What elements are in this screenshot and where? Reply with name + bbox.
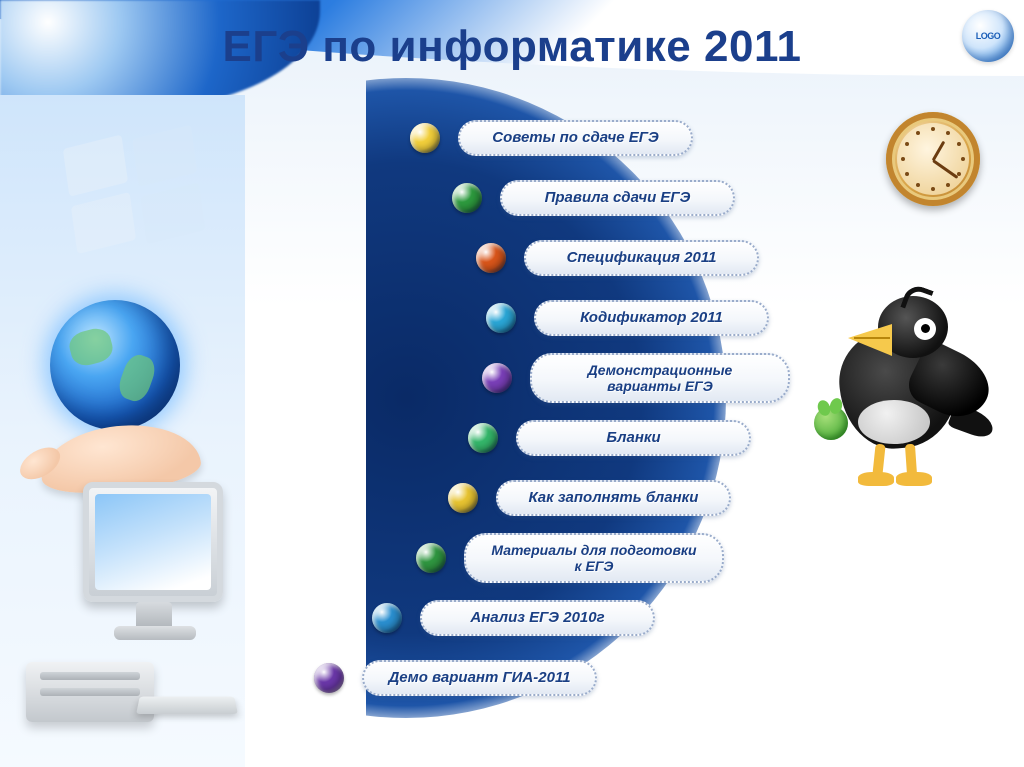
bullet-icon [452, 183, 482, 213]
menu-link-spec[interactable]: Спецификация 2011 [524, 240, 759, 275]
bullet-icon [314, 663, 344, 693]
menu-item-9: Анализ ЕГЭ 2010г [300, 588, 700, 648]
crow-mascot-icon [784, 290, 994, 490]
menu-link-demo-variants[interactable]: Демонстрационные варианты ЕГЭ [530, 353, 790, 403]
menu-item-7: Как заполнять бланки [300, 468, 700, 528]
bullet-icon [482, 363, 512, 393]
menu-link-gia-demo[interactable]: Демо вариант ГИА-2011 [362, 660, 597, 695]
clock-icon [886, 112, 980, 206]
page-title: ЕГЭ по информатике 2011 [0, 22, 1024, 72]
bullet-icon [486, 303, 516, 333]
clock-hour-hand [932, 141, 946, 162]
desktop-pc-icon [18, 482, 233, 722]
globe-in-hand-icon [10, 300, 220, 490]
menu-link-materials[interactable]: Материалы для подготовки к ЕГЭ [464, 533, 724, 583]
bullet-icon [468, 423, 498, 453]
menu-item-8: Материалы для подготовки к ЕГЭ [300, 528, 700, 588]
menu-link-fill-forms[interactable]: Как заполнять бланки [496, 480, 731, 515]
menu-link-rules[interactable]: Правила сдачи ЕГЭ [500, 180, 735, 215]
menu-item-1: Советы по сдаче ЕГЭ [300, 108, 700, 168]
bullet-icon [448, 483, 478, 513]
menu-item-4: Кодификатор 2011 [300, 288, 700, 348]
windows-flag-icon [62, 125, 227, 265]
menu-link-codifier[interactable]: Кодификатор 2011 [534, 300, 769, 335]
menu-link-forms[interactable]: Бланки [516, 420, 751, 455]
menu-link-tips[interactable]: Советы по сдаче ЕГЭ [458, 120, 693, 155]
menu-item-10: Демо вариант ГИА-2011 [300, 648, 700, 708]
bullet-icon [416, 543, 446, 573]
clock-face [897, 123, 969, 195]
bullet-icon [410, 123, 440, 153]
sidebar-illustration-panel [0, 95, 245, 767]
menu-item-3: Спецификация 2011 [300, 228, 700, 288]
bullet-icon [372, 603, 402, 633]
menu-item-2: Правила сдачи ЕГЭ [300, 168, 700, 228]
clock-minute-hand [932, 159, 958, 179]
menu-link-analysis[interactable]: Анализ ЕГЭ 2010г [420, 600, 655, 635]
menu-item-5: Демонстрационные варианты ЕГЭ [300, 348, 700, 408]
bullet-icon [476, 243, 506, 273]
main-menu: Советы по сдаче ЕГЭ Правила сдачи ЕГЭ Сп… [300, 108, 700, 708]
menu-item-6: Бланки [300, 408, 700, 468]
